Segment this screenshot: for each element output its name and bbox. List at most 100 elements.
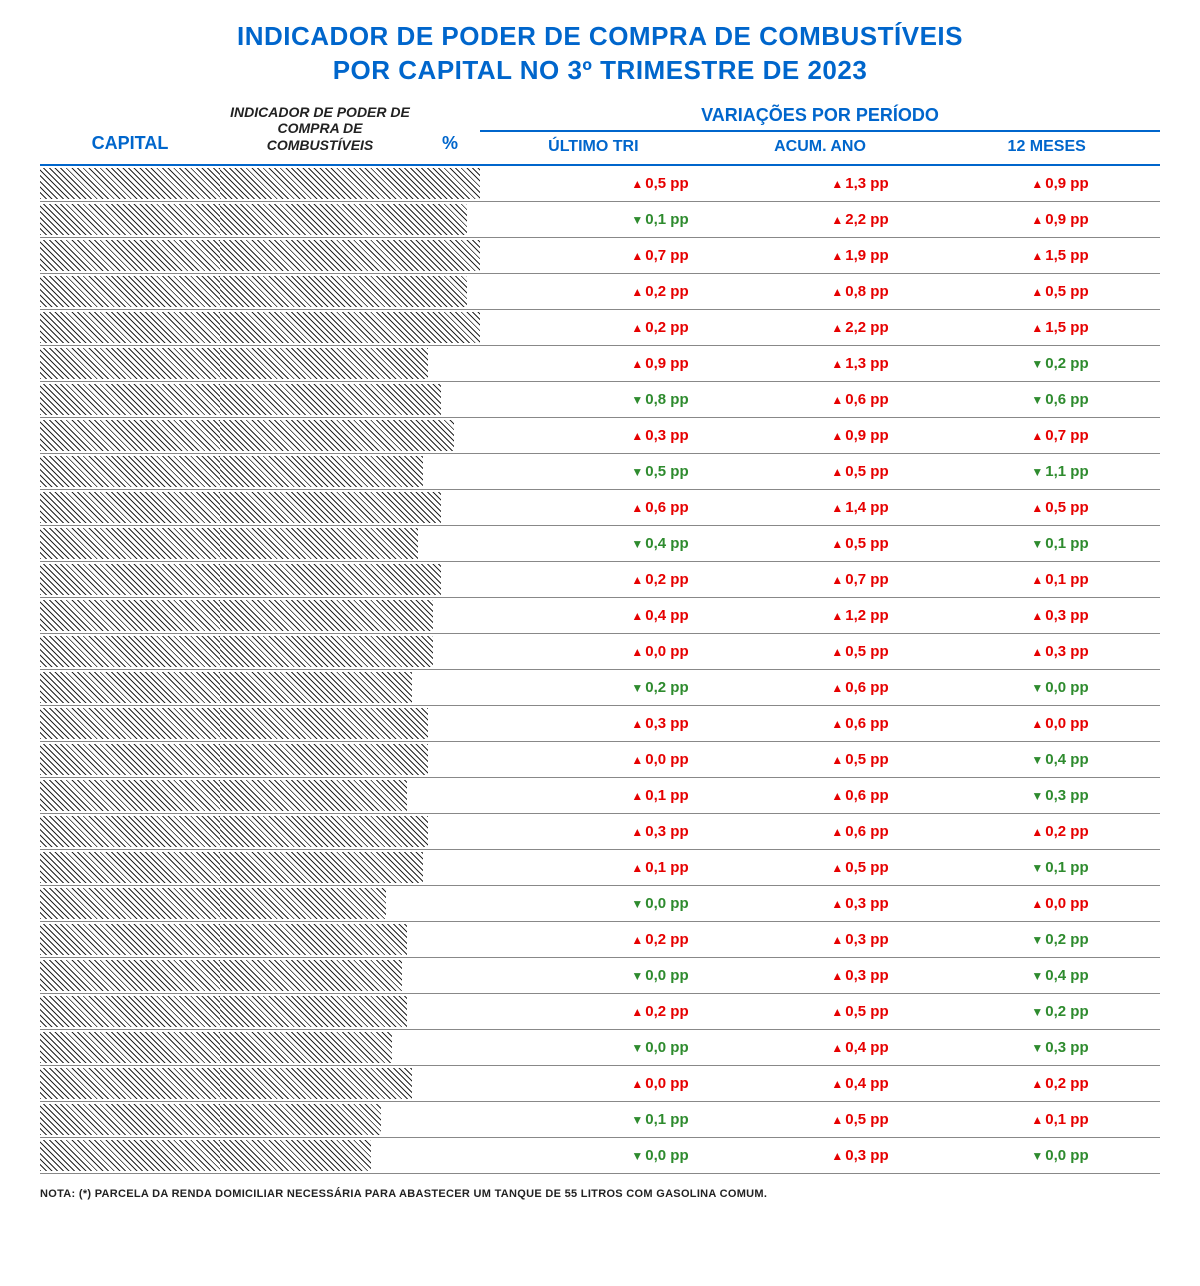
cell-doze: 0,2 pp <box>960 355 1160 372</box>
bar-fill <box>220 528 418 559</box>
bar-overlay <box>40 528 220 559</box>
bar-overlay <box>40 816 220 847</box>
cell-doze: 0,0 pp <box>960 895 1160 912</box>
bar-overlay <box>40 600 220 631</box>
cell-ultimo: 0,0 pp <box>560 1147 760 1164</box>
cell-bar <box>220 526 480 561</box>
bar-fill <box>220 168 480 199</box>
cell-ultimo: 0,9 pp <box>560 355 760 372</box>
cell-acum: 1,2 pp <box>760 607 960 624</box>
cell-acum: 0,6 pp <box>760 787 960 804</box>
table-row: 0,4 pp1,2 pp0,3 pp <box>40 598 1160 634</box>
cell-doze: 1,5 pp <box>960 247 1160 264</box>
cell-ultimo: 0,4 pp <box>560 535 760 552</box>
cell-doze: 0,5 pp <box>960 283 1160 300</box>
cell-ultimo: 0,3 pp <box>560 715 760 732</box>
table-row: 0,1 pp0,6 pp0,3 pp <box>40 778 1160 814</box>
cell-acum: 0,5 pp <box>760 643 960 660</box>
cell-ultimo: 0,0 pp <box>560 967 760 984</box>
table-row: 0,2 pp0,8 pp0,5 pp <box>40 274 1160 310</box>
table-row: 0,0 pp0,3 pp0,0 pp <box>40 886 1160 922</box>
cell-ultimo: 0,2 pp <box>560 283 760 300</box>
table-row: 0,7 pp1,9 pp1,5 pp <box>40 238 1160 274</box>
bar-fill <box>220 600 433 631</box>
bar-overlay <box>40 456 220 487</box>
bar-fill <box>220 888 386 919</box>
cell-doze: 0,1 pp <box>960 1111 1160 1128</box>
cell-ultimo: 0,1 pp <box>560 859 760 876</box>
cell-acum: 0,6 pp <box>760 391 960 408</box>
cell-acum: 1,9 pp <box>760 247 960 264</box>
cell-doze: 1,1 pp <box>960 463 1160 480</box>
cell-bar <box>220 202 480 237</box>
bar-overlay <box>40 1104 220 1135</box>
cell-doze: 0,1 pp <box>960 535 1160 552</box>
cell-bar <box>220 742 480 777</box>
header-12-meses: 12 MESES <box>933 132 1160 164</box>
cell-doze: 0,2 pp <box>960 931 1160 948</box>
header-ultimo-tri: ÚLTIMO TRI <box>480 132 707 164</box>
cell-acum: 1,3 pp <box>760 175 960 192</box>
header-acum-ano: ACUM. ANO <box>707 132 934 164</box>
table-row: 0,0 pp0,5 pp0,4 pp <box>40 742 1160 778</box>
cell-doze: 0,9 pp <box>960 175 1160 192</box>
bar-overlay <box>40 780 220 811</box>
data-rows: 0,5 pp1,3 pp0,9 pp0,1 pp2,2 pp0,9 pp0,7 … <box>40 166 1160 1174</box>
cell-ultimo: 0,0 pp <box>560 1075 760 1092</box>
table-row: 0,3 pp0,6 pp0,0 pp <box>40 706 1160 742</box>
cell-doze: 0,1 pp <box>960 859 1160 876</box>
bar-overlay <box>40 348 220 379</box>
cell-doze: 0,2 pp <box>960 1075 1160 1092</box>
table-row: 0,1 pp0,5 pp0,1 pp <box>40 850 1160 886</box>
footnote: NOTA: (*) PARCELA DA RENDA DOMICILIAR NE… <box>40 1188 1160 1200</box>
cell-acum: 0,4 pp <box>760 1075 960 1092</box>
cell-doze: 0,6 pp <box>960 391 1160 408</box>
cell-acum: 0,4 pp <box>760 1039 960 1056</box>
cell-acum: 0,5 pp <box>760 463 960 480</box>
cell-ultimo: 0,2 pp <box>560 1003 760 1020</box>
cell-doze: 0,4 pp <box>960 967 1160 984</box>
bar-fill <box>220 744 428 775</box>
bar-fill <box>220 1032 392 1063</box>
bar-fill <box>220 420 454 451</box>
cell-acum: 0,5 pp <box>760 751 960 768</box>
cell-acum: 0,5 pp <box>760 1003 960 1020</box>
cell-ultimo: 0,7 pp <box>560 247 760 264</box>
table-row: 0,2 pp0,3 pp0,2 pp <box>40 922 1160 958</box>
cell-acum: 0,6 pp <box>760 679 960 696</box>
bar-overlay <box>40 420 220 451</box>
cell-bar <box>220 454 480 489</box>
cell-bar <box>220 238 480 273</box>
table-row: 0,3 pp0,6 pp0,2 pp <box>40 814 1160 850</box>
table-row: 0,1 pp0,5 pp0,1 pp <box>40 1102 1160 1138</box>
cell-doze: 0,2 pp <box>960 823 1160 840</box>
cell-bar <box>220 382 480 417</box>
bar-fill <box>220 672 412 703</box>
bar-fill <box>220 240 480 271</box>
cell-bar <box>220 922 480 957</box>
bar-fill <box>220 204 467 235</box>
table-row: 0,1 pp2,2 pp0,9 pp <box>40 202 1160 238</box>
bar-fill <box>220 456 423 487</box>
cell-ultimo: 0,0 pp <box>560 751 760 768</box>
bar-overlay <box>40 1032 220 1063</box>
bar-fill <box>220 816 428 847</box>
table-row: 0,9 pp1,3 pp0,2 pp <box>40 346 1160 382</box>
cell-doze: 0,7 pp <box>960 427 1160 444</box>
bar-fill <box>220 852 423 883</box>
cell-acum: 0,6 pp <box>760 715 960 732</box>
table-row: 0,2 pp0,5 pp0,2 pp <box>40 994 1160 1030</box>
cell-acum: 0,3 pp <box>760 895 960 912</box>
cell-ultimo: 0,0 pp <box>560 643 760 660</box>
cell-bar <box>220 778 480 813</box>
table-row: 0,2 pp0,7 pp0,1 pp <box>40 562 1160 598</box>
cell-doze: 0,9 pp <box>960 211 1160 228</box>
cell-bar <box>220 310 480 345</box>
bar-overlay <box>40 852 220 883</box>
cell-acum: 1,4 pp <box>760 499 960 516</box>
cell-ultimo: 0,2 pp <box>560 931 760 948</box>
cell-acum: 0,3 pp <box>760 967 960 984</box>
bar-overlay <box>40 168 220 199</box>
bar-fill <box>220 708 428 739</box>
cell-ultimo: 0,0 pp <box>560 1039 760 1056</box>
